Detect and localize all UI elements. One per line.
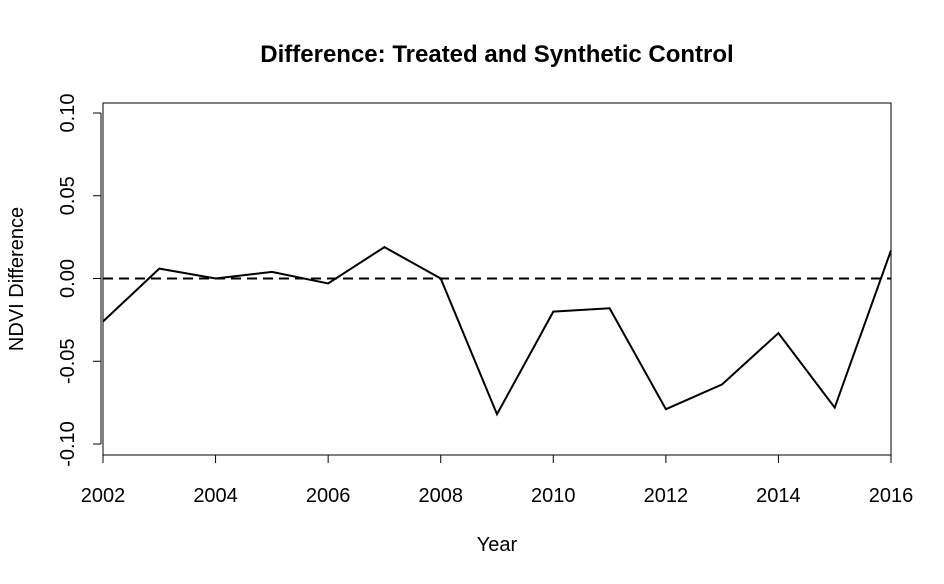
y-tick-label: -0.10 (57, 421, 79, 467)
y-tick-label: 0.00 (57, 259, 79, 298)
x-tick-label: 2012 (644, 485, 689, 507)
series-line (102, 245, 892, 417)
y-tick-label: 0.10 (57, 94, 79, 133)
y-axis: -0.10 -0.05 0.00 0.05 0.10 (57, 94, 102, 467)
x-tick-label: 2008 (418, 485, 463, 507)
x-axis: 2002 2004 2006 2008 2010 2012 2014 2016 (81, 454, 914, 507)
y-tick-label: 0.05 (57, 176, 79, 215)
x-tick-label: 2010 (531, 485, 576, 507)
y-axis-label: NDVI Difference (6, 207, 28, 351)
x-tick-label: 2006 (306, 485, 351, 507)
x-tick-label: 2002 (81, 485, 126, 507)
chart-title: Difference: Treated and Synthetic Contro… (260, 41, 733, 68)
x-axis-label: Year (477, 534, 518, 556)
y-tick-label: -0.05 (57, 338, 79, 384)
x-tick-label: 2014 (756, 485, 801, 507)
x-tick-label: 2016 (869, 485, 914, 507)
x-tick-label: 2004 (193, 485, 238, 507)
